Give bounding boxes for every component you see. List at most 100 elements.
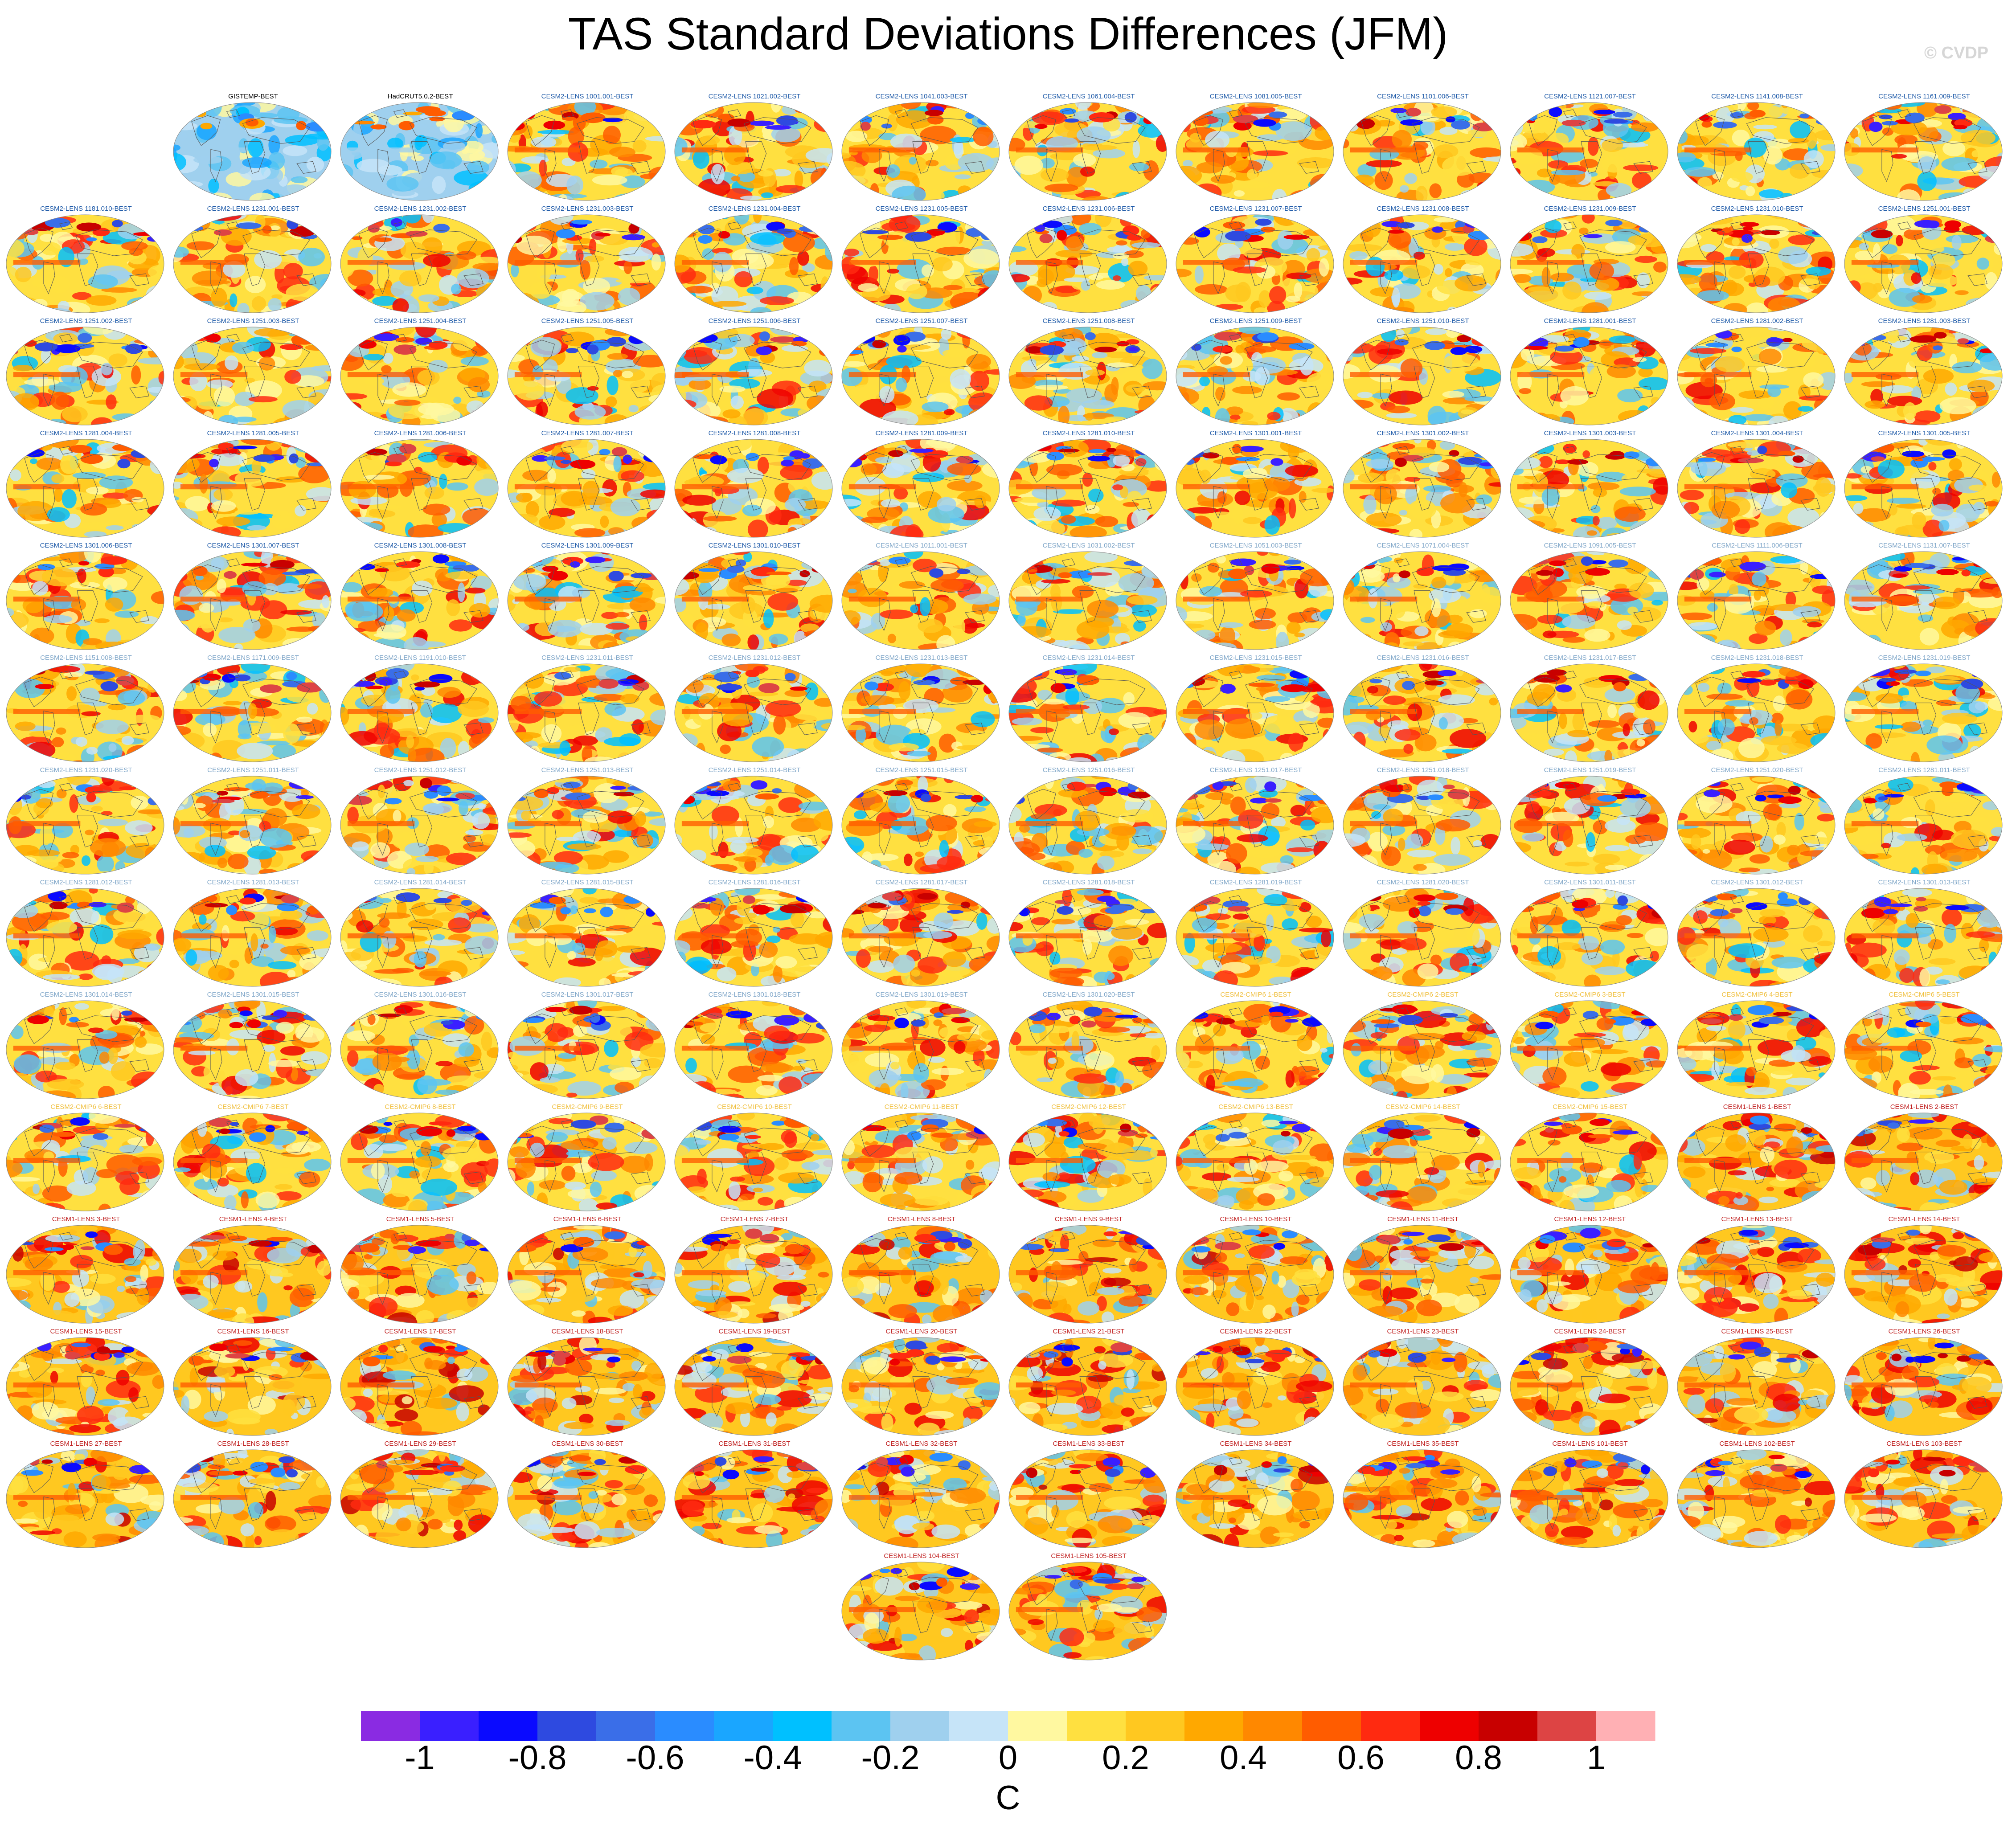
map-panel: CESM1-LENS 28-BEST xyxy=(172,1440,334,1550)
map-panel: CESM2-LENS 1151.008-BEST xyxy=(5,654,167,764)
map-panel: CESM1-LENS 19-BEST xyxy=(674,1328,835,1437)
map-panel: CESM1-LENS 34-BEST xyxy=(1175,1440,1336,1550)
map-panel-label: CESM2-LENS 1251.006-BEST xyxy=(708,317,801,325)
map-panel-label: CESM2-LENS 1301.019-BEST xyxy=(875,991,968,998)
world-map xyxy=(1510,1000,1668,1099)
map-panel: CESM2-LENS 1301.014-BEST xyxy=(5,991,167,1100)
map-panel: CESM2-LENS 1131.007-BEST xyxy=(1844,542,2005,651)
map-panel-grid: GISTEMP-BEST HadCRUT5.0.2-BEST CESM2-LENS … xyxy=(5,93,2005,1662)
world-map xyxy=(1510,1449,1668,1548)
map-panel-label: CESM2-LENS 1251.003-BEST xyxy=(207,317,299,325)
map-panel-label: CESM1-LENS 5-BEST xyxy=(386,1215,455,1223)
map-panel: CESM1-LENS 8-BEST xyxy=(841,1215,1002,1325)
map-panel-label: CESM2-LENS 1231.003-BEST xyxy=(541,205,634,213)
map-panel-label: CESM2-CMIP6 15-BEST xyxy=(1553,1103,1627,1111)
world-map xyxy=(1844,1000,2003,1099)
map-panel: CESM2-CMIP6 8-BEST xyxy=(340,1103,501,1213)
world-map xyxy=(1176,1225,1334,1324)
colorbar-tick-label: 1 xyxy=(1586,1739,1606,1777)
world-map xyxy=(507,663,666,762)
world-map xyxy=(340,663,499,762)
map-panel: CESM2-LENS 1251.008-BEST xyxy=(1008,317,1169,427)
map-panel: CESM2-LENS 1251.004-BEST xyxy=(340,317,501,427)
map-panel-label: CESM2-LENS 1281.007-BEST xyxy=(541,429,634,437)
world-map xyxy=(1510,888,1668,987)
world-map xyxy=(340,1449,499,1548)
world-map xyxy=(1510,663,1668,762)
world-map xyxy=(1510,439,1668,538)
map-panel: CESM2-CMIP6 7-BEST xyxy=(172,1103,334,1213)
map-panel-label: CESM2-LENS 1281.012-BEST xyxy=(40,879,132,886)
world-map xyxy=(1677,888,1836,987)
map-panel-label: CESM2-CMIP6 10-BEST xyxy=(717,1103,792,1111)
map-panel-label: CESM1-LENS 12-BEST xyxy=(1554,1215,1626,1223)
world-map xyxy=(6,1112,164,1211)
world-map xyxy=(507,1112,666,1211)
map-panel-label: CESM1-LENS 102-BEST xyxy=(1719,1440,1795,1448)
map-panel-label: CESM1-LENS 29-BEST xyxy=(384,1440,456,1448)
map-panel-label: CESM2-LENS 1251.004-BEST xyxy=(374,317,467,325)
map-panel: CESM2-LENS 1021.002-BEST xyxy=(674,93,835,202)
map-panel: CESM2-LENS 1101.006-BEST xyxy=(1342,93,1504,202)
world-map xyxy=(1844,1449,2003,1548)
map-panel: CESM1-LENS 101-BEST xyxy=(1509,1440,1671,1550)
map-panel: CESM2-LENS 1231.010-BEST xyxy=(1676,205,1838,315)
world-map xyxy=(1343,1449,1501,1548)
map-panel: CESM2-LENS 1301.013-BEST xyxy=(1844,879,2005,988)
map-panel-label: CESM2-LENS 1281.005-BEST xyxy=(207,429,299,437)
map-panel-label: CESM2-LENS 1251.017-BEST xyxy=(1209,766,1302,774)
map-panel-label: CESM2-LENS 1251.020-BEST xyxy=(1711,766,1803,774)
map-panel-label: CESM2-LENS 1281.011-BEST xyxy=(1878,766,1970,774)
map-panel: CESM1-LENS 105-BEST xyxy=(1008,1552,1169,1662)
colorbar-swatch xyxy=(1184,1711,1244,1741)
world-map xyxy=(507,1449,666,1548)
world-map xyxy=(1844,102,2003,201)
world-map xyxy=(507,1337,666,1436)
world-map xyxy=(1677,551,1836,650)
world-map xyxy=(1343,214,1501,313)
world-map xyxy=(841,1000,1000,1099)
map-panel-label: CESM2-LENS 1281.001-BEST xyxy=(1544,317,1636,325)
map-panel-label: CESM2-LENS 1231.006-BEST xyxy=(1042,205,1135,213)
world-map xyxy=(173,1337,332,1436)
world-map xyxy=(173,1112,332,1211)
map-panel-label: CESM1-LENS 103-BEST xyxy=(1886,1440,1962,1448)
map-panel-label: CESM2-LENS 1231.005-BEST xyxy=(875,205,968,213)
map-panel: CESM2-LENS 1251.005-BEST xyxy=(507,317,668,427)
map-panel: CESM2-LENS 1251.018-BEST xyxy=(1342,766,1504,876)
map-panel-label: CESM2-LENS 1281.020-BEST xyxy=(1377,879,1469,886)
world-map xyxy=(173,102,332,201)
map-panel-label: CESM2-LENS 1281.017-BEST xyxy=(875,879,968,886)
map-panel: CESM2-LENS 1251.019-BEST xyxy=(1509,766,1671,876)
world-map xyxy=(1343,776,1501,875)
map-panel-label: CESM2-CMIP6 8-BEST xyxy=(385,1103,456,1111)
map-panel: CESM2-LENS 1301.001-BEST xyxy=(1175,429,1336,539)
world-map xyxy=(6,439,164,538)
map-panel-label: CESM2-LENS 1281.009-BEST xyxy=(875,429,968,437)
map-panel-label: CESM2-LENS 1111.006-BEST xyxy=(1712,542,1803,549)
map-panel: CESM2-CMIP6 4-BEST xyxy=(1676,991,1838,1100)
world-map xyxy=(1008,214,1167,313)
map-panel: CESM2-CMIP6 2-BEST xyxy=(1342,991,1504,1100)
map-panel-label: CESM1-LENS 34-BEST xyxy=(1220,1440,1292,1448)
map-panel-label: CESM2-LENS 1231.007-BEST xyxy=(1209,205,1302,213)
map-panel: CESM2-LENS 1231.001-BEST xyxy=(172,205,334,315)
map-panel: CESM2-LENS 1281.011-BEST xyxy=(1844,766,2005,876)
map-panel: CESM1-LENS 31-BEST xyxy=(674,1440,835,1550)
map-panel-label: CESM1-LENS 18-BEST xyxy=(551,1328,623,1335)
map-panel-label: CESM2-LENS 1301.015-BEST xyxy=(207,991,299,998)
map-panel-label: CESM2-LENS 1251.011-BEST xyxy=(207,766,299,774)
colorbar-tick-label: 0.8 xyxy=(1455,1739,1502,1777)
map-panel: CESM2-LENS 1231.009-BEST xyxy=(1509,205,1671,315)
world-map xyxy=(6,551,164,650)
map-panel: CESM2-LENS 1281.015-BEST xyxy=(507,879,668,988)
map-panel: CESM2-LENS 1301.009-BEST xyxy=(507,542,668,651)
world-map xyxy=(340,1225,499,1324)
map-panel-label: CESM2-LENS 1301.004-BEST xyxy=(1711,429,1803,437)
world-map xyxy=(1343,888,1501,987)
map-panel: CESM2-CMIP6 12-BEST xyxy=(1008,1103,1169,1213)
world-map xyxy=(1176,663,1334,762)
map-panel: CESM2-LENS 1281.019-BEST xyxy=(1175,879,1336,988)
map-panel-label: CESM2-LENS 1281.015-BEST xyxy=(541,879,634,886)
world-map xyxy=(340,1337,499,1436)
